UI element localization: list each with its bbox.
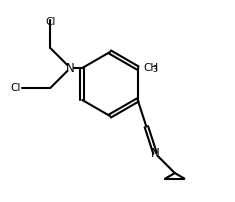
Text: Cl: Cl [10,83,20,93]
Text: N: N [151,147,159,160]
Text: CH: CH [144,63,159,73]
Text: 3: 3 [153,65,158,75]
Text: N: N [66,61,75,75]
Text: Cl: Cl [45,17,56,27]
